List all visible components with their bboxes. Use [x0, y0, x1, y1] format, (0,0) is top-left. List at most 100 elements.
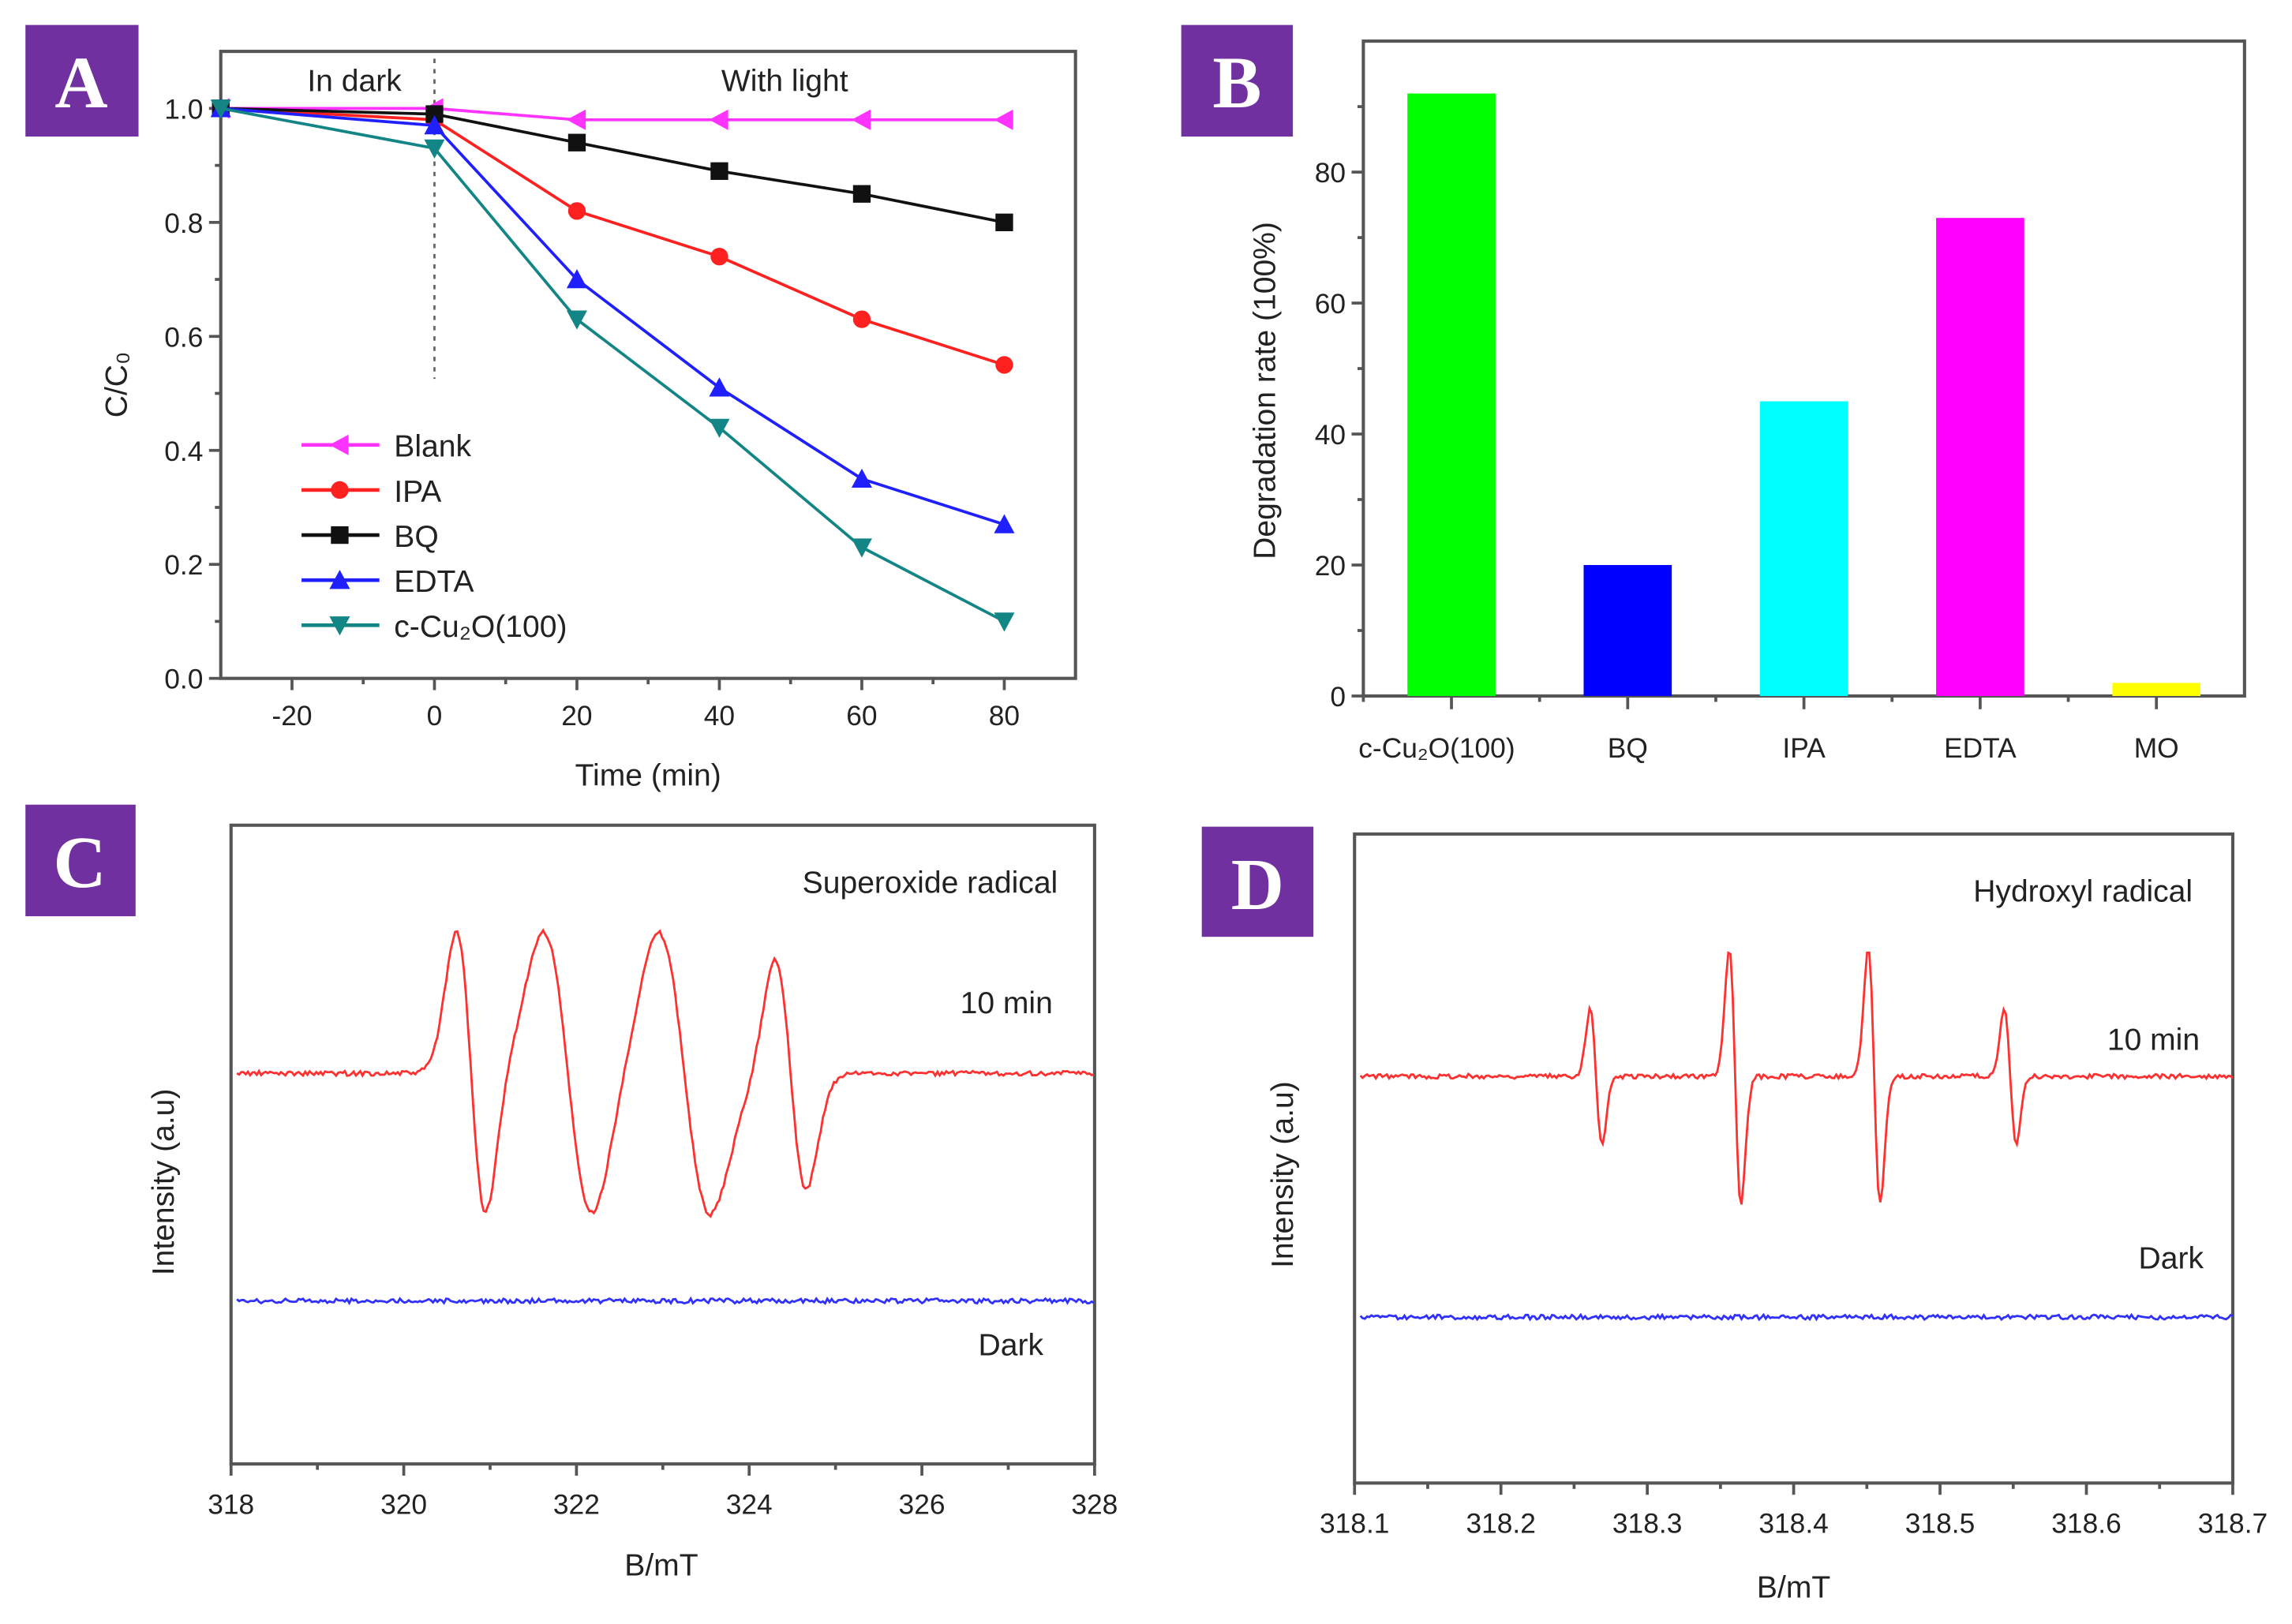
x-tick-label: 318.4: [1758, 1509, 1828, 1540]
x-tick-label: 320: [380, 1489, 427, 1520]
legend-entry: [301, 481, 380, 500]
spectrum-dark: [1359, 1312, 2234, 1322]
series-ipa: [212, 99, 1013, 374]
x-tick-label: -20: [272, 701, 312, 732]
x-tick-label: IPA: [1782, 733, 1826, 764]
spectrum-label-10-min: 10 min: [2107, 1023, 2200, 1057]
series-line: [220, 107, 1005, 122]
x-tick-label: 318.6: [2051, 1509, 2121, 1540]
bar: [1936, 218, 2024, 696]
spectrum-10-min: [1359, 951, 2234, 1205]
panel-a-plot-frame: [219, 50, 1077, 680]
panel-b-letter: B: [1212, 43, 1261, 124]
y-tick-label: 20: [1315, 551, 1346, 582]
y-tick-label: 0.4: [164, 436, 203, 467]
spectrum-10-min: [236, 928, 1095, 1218]
bar: [1407, 93, 1496, 696]
data-point: [424, 115, 445, 135]
y-tick-label: 80: [1315, 158, 1346, 189]
series-c-cu-o-100-: [210, 99, 1015, 632]
panel-d: D: [1201, 826, 1314, 937]
data-point: [566, 109, 586, 130]
legend-entry: [301, 570, 380, 589]
x-tick-label: 318.1: [1320, 1509, 1389, 1540]
legend-entry: [301, 434, 380, 455]
series-edta: [210, 98, 1015, 533]
panel-c-plot-frame: [229, 823, 1096, 1466]
series-line: [220, 107, 1005, 224]
legend-label: IPA: [394, 475, 441, 509]
x-tick-label: 318.3: [1612, 1509, 1682, 1540]
data-point: [210, 99, 231, 119]
x-tick-label: 40: [704, 701, 735, 732]
data-point: [567, 202, 586, 220]
panel-d-plot-frame: [1353, 832, 2235, 1485]
x-tick-label: 318: [208, 1489, 254, 1520]
data-point: [995, 356, 1013, 374]
data-point: [710, 247, 728, 266]
y-tick-label: 60: [1315, 289, 1346, 320]
data-point: [852, 310, 871, 328]
x-tick-label: 80: [989, 701, 1020, 732]
x-tick-label: 328: [1071, 1489, 1118, 1520]
panel-c-badge: [25, 804, 136, 917]
x-tick-label: 60: [846, 701, 877, 732]
panel-c: C: [25, 804, 136, 917]
data-point: [852, 185, 871, 203]
spectrum-label-dark: Dark: [2139, 1242, 2204, 1276]
x-tick-label: 322: [553, 1489, 600, 1520]
data-point: [851, 468, 872, 488]
data-point: [709, 418, 730, 438]
series-line: [220, 107, 1006, 526]
x-axis-label: B/mT: [1757, 1571, 1830, 1605]
x-axis-label: Time (min): [575, 759, 721, 793]
x-tick-label: MO: [2134, 733, 2179, 764]
y-tick-label: 0: [1330, 682, 1346, 713]
data-point: [709, 377, 730, 397]
x-tick-label: 318.7: [2198, 1509, 2268, 1540]
data-point: [995, 213, 1013, 231]
data-point: [329, 616, 350, 636]
data-point: [567, 133, 586, 152]
data-point: [851, 538, 872, 558]
data-point: [709, 109, 728, 130]
data-point: [994, 612, 1015, 632]
x-tick-label: 326: [899, 1489, 946, 1520]
panel-a-badge: [25, 24, 139, 137]
data-point: [331, 481, 349, 500]
spectrum-label-10-min: 10 min: [961, 986, 1053, 1020]
legend-label: EDTA: [394, 565, 474, 599]
y-axis-label: C/C₀: [100, 352, 134, 418]
spectrum-title: Hydroxyl radical: [1973, 875, 2193, 909]
y-axis-label: Degradation rate (100%): [1249, 222, 1283, 559]
x-axis-label: B/mT: [624, 1549, 698, 1583]
y-axis-label: Intensity (a.u): [1266, 1081, 1300, 1268]
x-tick-label: BQ: [1608, 733, 1648, 764]
data-point: [566, 310, 587, 330]
y-tick-label: 40: [1315, 420, 1346, 451]
panel-c-letter: C: [53, 822, 106, 904]
panel-b: B: [1181, 24, 1294, 137]
legend-label: Blank: [394, 430, 471, 464]
data-point: [424, 139, 445, 159]
spectrum-dark: [236, 1296, 1095, 1306]
bar: [1759, 401, 1848, 696]
spectrum-title: Superoxide radical: [803, 866, 1058, 900]
panel-a: A: [25, 24, 139, 137]
legend-label: BQ: [394, 520, 438, 554]
panel-b-badge: [1181, 24, 1294, 137]
x-tick-label: 0: [427, 701, 443, 732]
x-tick-label: 318.2: [1466, 1509, 1535, 1540]
x-tick-label: EDTA: [1944, 733, 2017, 764]
x-tick-label: c-Cu₂O(100): [1358, 733, 1515, 764]
legend-entry: [301, 616, 380, 636]
y-tick-label: 0.8: [164, 208, 203, 239]
series-bq: [212, 99, 1013, 231]
data-point: [329, 434, 349, 455]
panel-a-letter: A: [54, 43, 107, 124]
legend-label: c-Cu₂O(100): [394, 610, 567, 644]
y-tick-label: 0.6: [164, 322, 203, 353]
series-line: [220, 107, 1006, 623]
bar: [2112, 683, 2201, 696]
